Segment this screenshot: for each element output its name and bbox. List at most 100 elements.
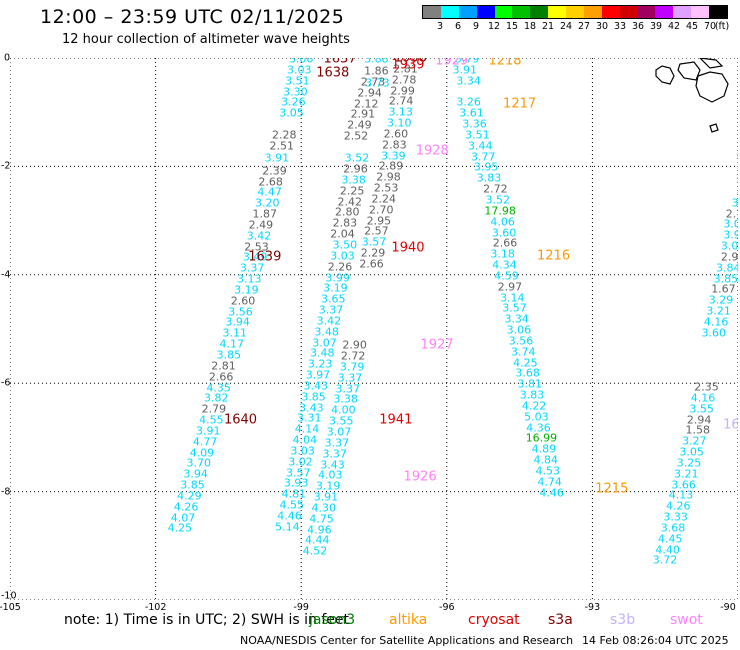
wave-height-label: 3.66 xyxy=(671,478,696,492)
wave-height-label: 5.03 xyxy=(524,410,549,424)
wave-height-label: 3.37 xyxy=(318,303,344,317)
wave-height-label: 3.51 xyxy=(285,74,310,88)
wave-height-label: 3.57 xyxy=(502,301,527,315)
wave-height-label: 3.79 xyxy=(454,58,480,66)
pass-time-label: 1926 xyxy=(403,469,437,485)
legend-swatch xyxy=(440,6,459,18)
wave-height-label: 3.91 xyxy=(196,424,221,438)
pass-time-label: 1215 xyxy=(595,481,629,497)
wave-height-label: 4.45 xyxy=(658,532,683,546)
wave-height-label: 3.50 xyxy=(332,238,358,252)
legend-swatch xyxy=(637,6,656,18)
wave-height-label: 3.99 xyxy=(325,271,350,284)
wave-height-label: 2.57 xyxy=(364,224,389,238)
wave-height-label: 4.89 xyxy=(531,442,557,456)
wave-height-label: 3.56 xyxy=(508,334,534,348)
color-legend: 3 6 9 12 15 18 21 24 27 30 33 36 39 42 45 70 (ft) xyxy=(422,5,730,35)
wave-height-label: 3.13 xyxy=(388,105,413,119)
wave-height-label: 3.09 xyxy=(723,217,738,231)
wave-height-label: 3.10 xyxy=(386,116,412,130)
wave-height-label: 2.51 xyxy=(269,139,295,153)
wave-height-label: 3.37 xyxy=(337,371,363,385)
wave-height-label: 3.57 xyxy=(286,466,311,480)
wave-height-label: 3.94 xyxy=(225,315,250,329)
wave-height-label: 3.37 xyxy=(324,436,350,450)
wave-height-label: 3.65 xyxy=(320,292,346,306)
wave-height-label: 3.19 xyxy=(315,479,341,493)
wave-height-label: 4.84 xyxy=(533,453,559,467)
wave-height-label: 3.79 xyxy=(339,360,365,374)
legend-tick-label: 12 xyxy=(487,21,501,32)
longitude-tick-label: -90 xyxy=(720,602,736,613)
longitude-tick-label: -93 xyxy=(584,602,601,613)
wave-height-label: 2.35 xyxy=(694,380,719,394)
wave-height-label: 4.14 xyxy=(294,422,320,436)
pass-time-label: 1940 xyxy=(391,240,425,256)
wave-height-label: 4.29 xyxy=(177,489,202,503)
wave-height-label: 2.90 xyxy=(342,338,367,352)
wave-height-label: 3.06 xyxy=(288,58,314,66)
wave-height-label: 3.18 xyxy=(490,247,515,261)
wave-height-label: 2 xyxy=(737,161,738,172)
pass-time-label: 1938 xyxy=(393,58,427,66)
wave-height-label: 2.89 xyxy=(378,159,404,173)
wave-height-label: 3.74 xyxy=(510,345,536,359)
wave-height-label: 4.04 xyxy=(292,433,318,447)
wave-height-label: 3.52 xyxy=(485,193,511,207)
wave-height-label: 4.25 xyxy=(513,356,538,370)
wave-height-label: 4.44 xyxy=(304,533,330,547)
wave-height-label: 4.55 xyxy=(199,413,224,427)
wave-height-label: 4.35 xyxy=(206,381,231,395)
satellite-name: altika xyxy=(389,612,428,628)
wave-height-label: 3.77 xyxy=(470,150,496,164)
wave-height-label: 3.19 xyxy=(323,281,348,295)
wave-height-label: 3.05 xyxy=(279,106,304,120)
legend-swatch xyxy=(512,6,531,18)
legend-tick-label: 15 xyxy=(505,21,519,32)
wave-height-label: 3.60 xyxy=(491,226,517,240)
pass-time-label: 1637 xyxy=(323,58,357,67)
wave-height-label: 2.81 xyxy=(393,62,418,76)
wave-height-label: 2.42 xyxy=(337,195,362,209)
wave-height-label: 3.94 xyxy=(183,467,208,481)
wave-height-label: 3.43 xyxy=(299,401,324,415)
wave-height-label: 3.83 xyxy=(519,388,545,402)
wave-height-label: 3.37 xyxy=(239,261,265,275)
legend-swatch xyxy=(583,6,602,18)
legend-tick-label: 42 xyxy=(667,21,681,32)
wave-height-label: 3.06 xyxy=(506,323,532,337)
legend-swatches xyxy=(422,5,728,19)
legend-tick-label: 21 xyxy=(541,21,555,32)
footer-note: note: 1) Time is in UTC; 2) SWH is in fe… xyxy=(64,612,350,628)
wave-height-label: 3.05 xyxy=(679,445,704,459)
latitude-tick-label: -8 xyxy=(1,486,11,498)
wave-height-label: 3.38 xyxy=(333,392,358,406)
wave-height-label: 2.94 xyxy=(357,86,382,100)
longitude-tick-label: -96 xyxy=(439,602,455,613)
legend-swatch xyxy=(709,6,727,18)
wave-height-label: 3.07 xyxy=(312,336,337,350)
wave-height-label: 2.71 xyxy=(725,207,738,221)
wave-height-label: 2.66 xyxy=(492,236,518,250)
wave-height-label: 3.85 xyxy=(713,272,738,286)
wave-height-label: 5.14 xyxy=(275,520,300,534)
wave-height-label: 3.85 xyxy=(180,478,205,492)
wave-height-label: 4 xyxy=(737,172,738,183)
wave-height-label: 3.55 xyxy=(328,414,354,428)
wave-height-label: 3.14 xyxy=(500,291,525,305)
wave-height-label: 3.52 xyxy=(344,151,370,165)
wave-height-label: 2.83 xyxy=(382,138,407,152)
legend-tick-label: 39 xyxy=(649,21,663,32)
legend-unit: (ft) xyxy=(714,21,730,32)
wave-height-label: 3.72 xyxy=(652,553,678,567)
legend-swatch xyxy=(655,6,674,18)
wave-height-label: 4.17 xyxy=(219,337,245,351)
chart-subtitle: 12 hour collection of altimeter wave hei… xyxy=(62,32,350,47)
legend-tick-label: 27 xyxy=(577,21,591,32)
wave-height-label: 2.95 xyxy=(366,214,392,228)
wave-height-label: 3.38 xyxy=(341,173,366,187)
wave-height-label: 3.19 xyxy=(234,283,259,297)
legend-swatch xyxy=(423,6,441,18)
wave-height-label: 3.73 xyxy=(365,76,390,90)
wave-height-label: 3.85 xyxy=(216,348,242,362)
